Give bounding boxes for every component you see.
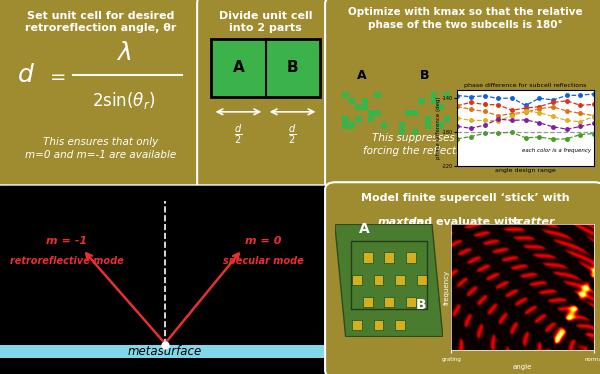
Text: This ensures that only
m=0 and m=-1 are available: This ensures that only m=0 and m=-1 are … <box>25 137 176 160</box>
Bar <box>374 320 383 330</box>
FancyBboxPatch shape <box>211 39 320 97</box>
Bar <box>343 92 349 98</box>
Bar <box>418 98 425 104</box>
Bar <box>355 104 362 110</box>
Bar <box>437 123 443 129</box>
Bar <box>406 252 416 263</box>
Bar <box>425 116 431 123</box>
Bar <box>443 92 450 98</box>
Bar <box>395 320 405 330</box>
Text: B: B <box>420 69 429 82</box>
Bar <box>385 252 394 263</box>
Bar <box>406 297 416 307</box>
Text: and evaluate with: and evaluate with <box>405 217 525 227</box>
Text: $2\sin(\theta_r)$: $2\sin(\theta_r)$ <box>92 91 155 111</box>
Bar <box>431 98 437 104</box>
Bar <box>380 123 387 129</box>
Title: phase difference for subcell reflections: phase difference for subcell reflections <box>464 83 587 88</box>
Bar <box>437 104 443 110</box>
Polygon shape <box>335 224 443 337</box>
Bar <box>425 123 431 129</box>
Text: B: B <box>416 298 427 312</box>
Y-axis label: frequency: frequency <box>444 270 450 304</box>
X-axis label: angle design range: angle design range <box>495 168 556 173</box>
X-axis label: angle: angle <box>513 364 532 370</box>
FancyBboxPatch shape <box>325 182 600 374</box>
Bar <box>385 297 394 307</box>
Bar <box>343 123 349 129</box>
Text: $\lambda$: $\lambda$ <box>116 41 131 65</box>
Text: maxtda: maxtda <box>378 217 425 227</box>
Text: This suppresses the specular mode,
forcing the reflection to the retro mode: This suppresses the specular mode, forci… <box>363 133 567 156</box>
Bar <box>343 116 349 123</box>
Bar <box>349 98 355 104</box>
Bar <box>443 116 450 123</box>
Text: Set unit cell for desired
retroreflection angle, θr: Set unit cell for desired retroreflectio… <box>25 11 176 33</box>
Bar <box>431 92 437 98</box>
Bar <box>412 129 418 135</box>
Bar <box>361 104 368 110</box>
Text: specular mode: specular mode <box>223 256 304 266</box>
Text: Divide unit cell
into 2 parts: Divide unit cell into 2 parts <box>219 11 312 33</box>
Bar <box>374 275 383 285</box>
Text: $\frac{d}{2}$: $\frac{d}{2}$ <box>234 122 242 145</box>
Bar <box>374 92 380 98</box>
Text: retroreflective mode: retroreflective mode <box>10 256 124 266</box>
Text: A: A <box>233 60 244 75</box>
Text: Model finite supercell ‘stick’ with: Model finite supercell ‘stick’ with <box>361 193 569 203</box>
Bar <box>363 252 373 263</box>
Text: $=$: $=$ <box>46 66 66 85</box>
Text: each color is a frequency: each color is a frequency <box>522 148 591 153</box>
Text: A: A <box>359 223 370 236</box>
FancyBboxPatch shape <box>0 185 335 374</box>
Text: A: A <box>356 69 367 82</box>
Bar <box>368 110 374 116</box>
Text: m = 0: m = 0 <box>245 236 281 246</box>
Text: m = -1: m = -1 <box>46 236 88 246</box>
Bar <box>395 275 405 285</box>
Text: metasurface: metasurface <box>128 345 202 358</box>
Bar <box>399 129 406 135</box>
Bar <box>361 98 368 104</box>
Bar <box>349 123 355 129</box>
Text: $d$: $d$ <box>17 63 35 87</box>
Bar <box>0 345 330 358</box>
Bar <box>374 110 380 116</box>
Bar <box>352 320 362 330</box>
Bar <box>406 110 412 116</box>
Bar <box>355 116 362 123</box>
Y-axis label: phase difference (deg): phase difference (deg) <box>436 97 440 159</box>
Bar <box>399 123 406 129</box>
Text: retroreflection amplitude: retroreflection amplitude <box>506 237 593 243</box>
FancyBboxPatch shape <box>0 0 204 191</box>
Text: Optimize with kmax so that the relative
phase of the two subcells is 180°: Optimize with kmax so that the relative … <box>347 7 583 30</box>
Bar <box>412 110 418 116</box>
Text: $\frac{d}{2}$: $\frac{d}{2}$ <box>289 122 297 145</box>
FancyBboxPatch shape <box>197 0 334 191</box>
Bar <box>352 275 362 285</box>
FancyBboxPatch shape <box>325 0 600 191</box>
Text: B: B <box>287 60 298 75</box>
Bar <box>363 297 373 307</box>
Bar <box>417 275 427 285</box>
Text: scatter: scatter <box>511 217 556 227</box>
Bar <box>368 116 374 123</box>
